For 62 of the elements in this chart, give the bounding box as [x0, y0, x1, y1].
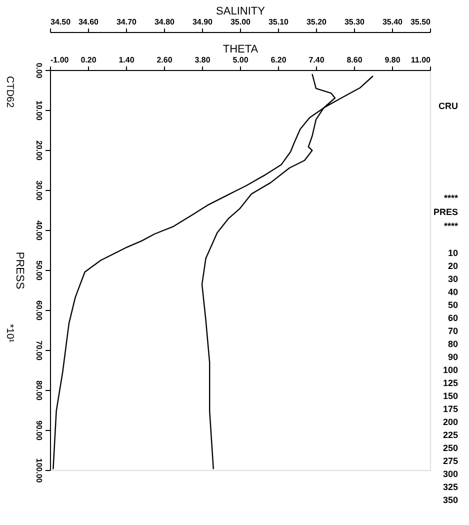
text: CTD62: [4, 76, 15, 108]
x-tick-label: -1.00: [50, 56, 70, 64]
y-tick-label: 20.00: [34, 140, 44, 162]
text: 50: [448, 300, 458, 310]
y-axis-title: PRESS: [14, 252, 26, 290]
x-tick-label: 9.80: [384, 56, 401, 64]
x2-tick-label: 35.20: [306, 18, 328, 26]
text: PRES: [433, 207, 458, 217]
x-tick-label: 3.80: [194, 56, 211, 64]
x-tick-label: 0.20: [80, 56, 97, 64]
y-tick-label: 10.00: [34, 100, 44, 122]
x2-tick-label: 34.50: [50, 18, 72, 26]
x2-tick-label: 34.70: [116, 18, 138, 26]
text: 350: [442, 495, 458, 505]
y-tick-label: 100.00: [34, 458, 44, 484]
text: 325: [442, 482, 458, 492]
x2-axis-title: SALINITY: [216, 6, 266, 18]
text: 10: [448, 248, 458, 258]
y-tick-label: 90.00: [34, 420, 44, 442]
text: 90: [448, 352, 458, 362]
x2-tick-label: 34.80: [154, 18, 176, 26]
text: 60: [448, 313, 458, 323]
text: 225: [442, 430, 458, 440]
y-tick-label: 0.00: [34, 62, 44, 79]
y-tick-label: 70.00: [34, 340, 44, 362]
x-tick-label: 1.40: [118, 56, 135, 64]
text: CRU: [438, 101, 458, 111]
x-tick-label: 8.60: [346, 56, 363, 64]
text: 175: [442, 404, 458, 414]
x2-tick-label: 35.10: [268, 18, 290, 26]
y-tick-label: 80.00: [34, 380, 44, 402]
x-axis-title: THETA: [222, 44, 259, 56]
text: 275: [442, 456, 458, 466]
x2-tick-label: 35.30: [344, 18, 366, 26]
text: 70: [448, 326, 458, 336]
x2-tick-label: 35.40: [382, 18, 404, 26]
text: 80: [448, 339, 458, 349]
text: 20: [448, 261, 458, 271]
x2-tick-label: 35.00: [230, 18, 252, 26]
x-tick-label: 6.20: [270, 56, 287, 64]
text: ****: [444, 193, 458, 203]
text: *10¹: [4, 324, 15, 344]
x2-tick-label: 34.60: [78, 18, 100, 26]
y-tick-label: 30.00: [34, 180, 44, 202]
x2-tick-label: 35.50: [410, 18, 432, 26]
text: 100: [442, 365, 458, 375]
y-tick-label: 60.00: [34, 300, 44, 322]
y-tick-label: 40.00: [34, 220, 44, 242]
text: 30: [448, 274, 458, 284]
text: 300: [442, 469, 458, 479]
text: 40: [448, 287, 458, 297]
x-tick-label: 5.00: [232, 56, 249, 64]
text: ****: [444, 221, 458, 231]
text: 150: [442, 391, 458, 401]
x-tick-label: 2.60: [156, 56, 173, 64]
x2-tick-label: 34.90: [192, 18, 214, 26]
x-tick-label: 7.40: [308, 56, 325, 64]
text: 250: [442, 443, 458, 453]
x-tick-label: 11.00: [410, 56, 432, 64]
y-tick-label: 50.00: [34, 260, 44, 282]
text: 125: [442, 378, 458, 388]
text: 200: [442, 417, 458, 427]
